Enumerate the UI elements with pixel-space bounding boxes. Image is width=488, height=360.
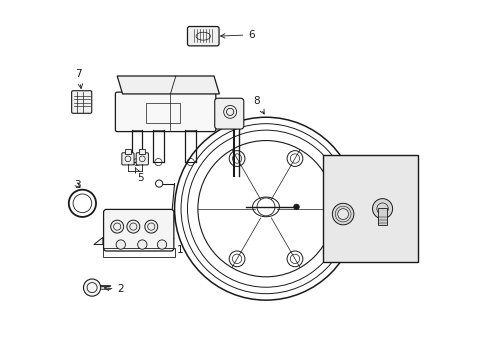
Circle shape <box>110 220 123 233</box>
Bar <box>146 103 180 123</box>
Text: 5: 5 <box>135 168 143 183</box>
FancyBboxPatch shape <box>136 153 148 165</box>
Circle shape <box>157 240 166 249</box>
Circle shape <box>337 209 348 220</box>
FancyBboxPatch shape <box>115 92 215 132</box>
Polygon shape <box>117 76 219 94</box>
Text: 2: 2 <box>104 284 124 294</box>
Text: 1: 1 <box>169 237 183 255</box>
Circle shape <box>293 204 299 210</box>
Text: 9: 9 <box>367 159 373 169</box>
Text: 4: 4 <box>226 112 233 122</box>
Text: 3: 3 <box>74 180 81 190</box>
Circle shape <box>372 199 392 219</box>
Text: 7: 7 <box>75 69 82 89</box>
Bar <box>139 149 145 154</box>
FancyBboxPatch shape <box>214 98 244 129</box>
Circle shape <box>83 279 101 296</box>
Circle shape <box>126 220 140 233</box>
FancyBboxPatch shape <box>122 153 134 165</box>
Circle shape <box>116 240 125 249</box>
Bar <box>125 149 131 154</box>
FancyBboxPatch shape <box>187 27 219 46</box>
Text: 10: 10 <box>334 171 347 200</box>
FancyBboxPatch shape <box>72 91 92 113</box>
Bar <box>378 208 386 225</box>
Circle shape <box>144 220 158 233</box>
Text: 6: 6 <box>220 30 254 40</box>
Polygon shape <box>94 237 102 244</box>
Circle shape <box>137 240 147 249</box>
Circle shape <box>332 203 353 225</box>
FancyBboxPatch shape <box>103 210 174 251</box>
Text: 8: 8 <box>253 96 264 114</box>
Bar <box>323 155 418 262</box>
